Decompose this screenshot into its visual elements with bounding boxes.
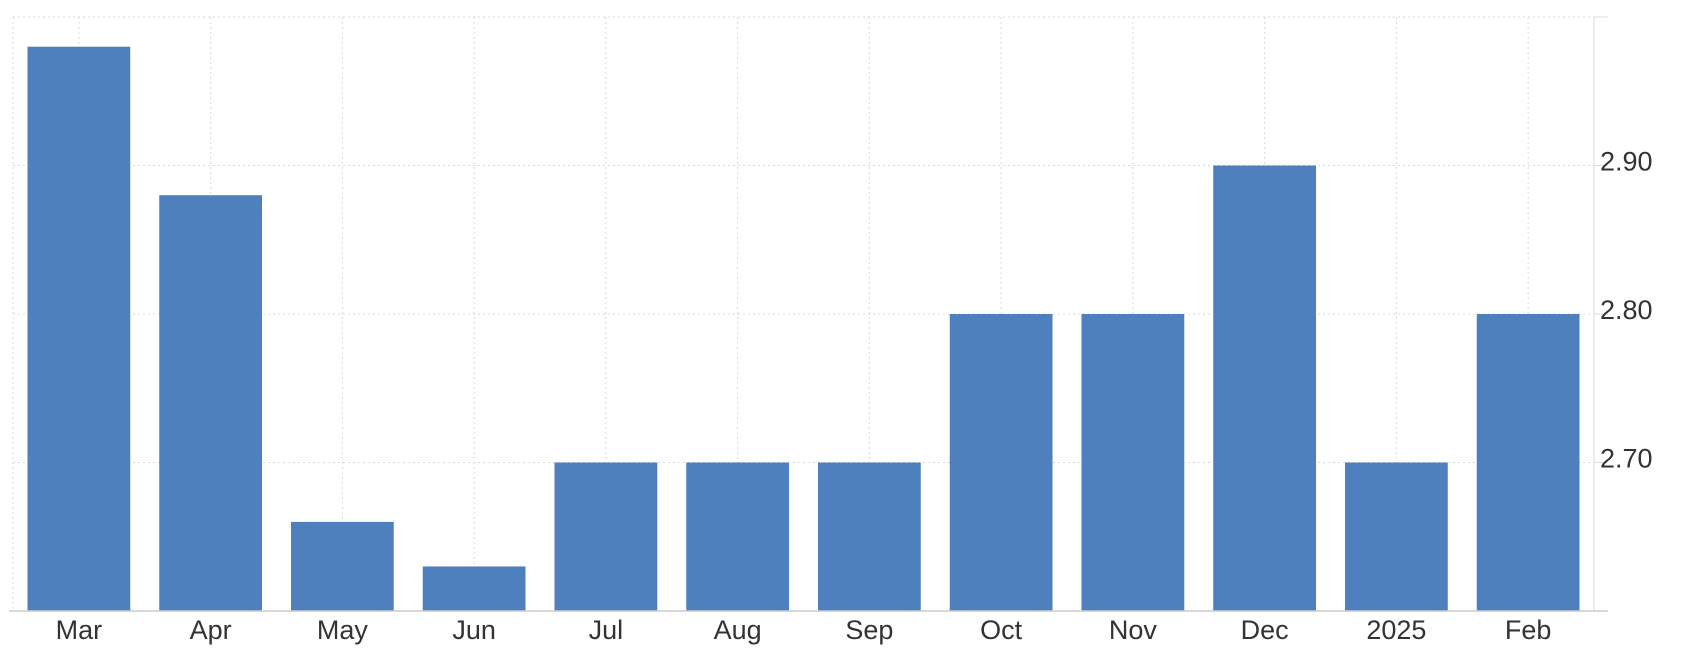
bar: [1476, 314, 1580, 611]
x-tick-label: Jul: [589, 615, 624, 645]
bar: [422, 566, 526, 611]
x-tick-label: Sep: [845, 615, 893, 645]
x-tick-label: Oct: [980, 615, 1023, 645]
bar: [949, 314, 1053, 611]
bar: [1344, 462, 1448, 611]
bar: [686, 462, 790, 611]
x-tick-label: Aug: [714, 615, 762, 645]
bar: [27, 46, 131, 611]
x-tick-label: Nov: [1109, 615, 1158, 645]
bar: [159, 195, 263, 611]
x-tick-label: 2025: [1366, 615, 1426, 645]
y-tick-label: 2.90: [1600, 147, 1653, 177]
bar: [1081, 314, 1185, 611]
bar: [554, 462, 658, 611]
y-tick-label: 2.80: [1600, 295, 1653, 325]
x-tick-label: Feb: [1505, 615, 1552, 645]
y-tick-label: 2.70: [1600, 444, 1653, 474]
x-tick-label: Dec: [1241, 615, 1289, 645]
bar: [817, 462, 921, 611]
x-tick-label: May: [317, 615, 369, 645]
x-tick-label: Mar: [56, 615, 103, 645]
x-tick-label: Jun: [452, 615, 496, 645]
bar: [1213, 165, 1317, 611]
bar: [290, 521, 394, 611]
x-tick-label: Apr: [190, 615, 232, 645]
